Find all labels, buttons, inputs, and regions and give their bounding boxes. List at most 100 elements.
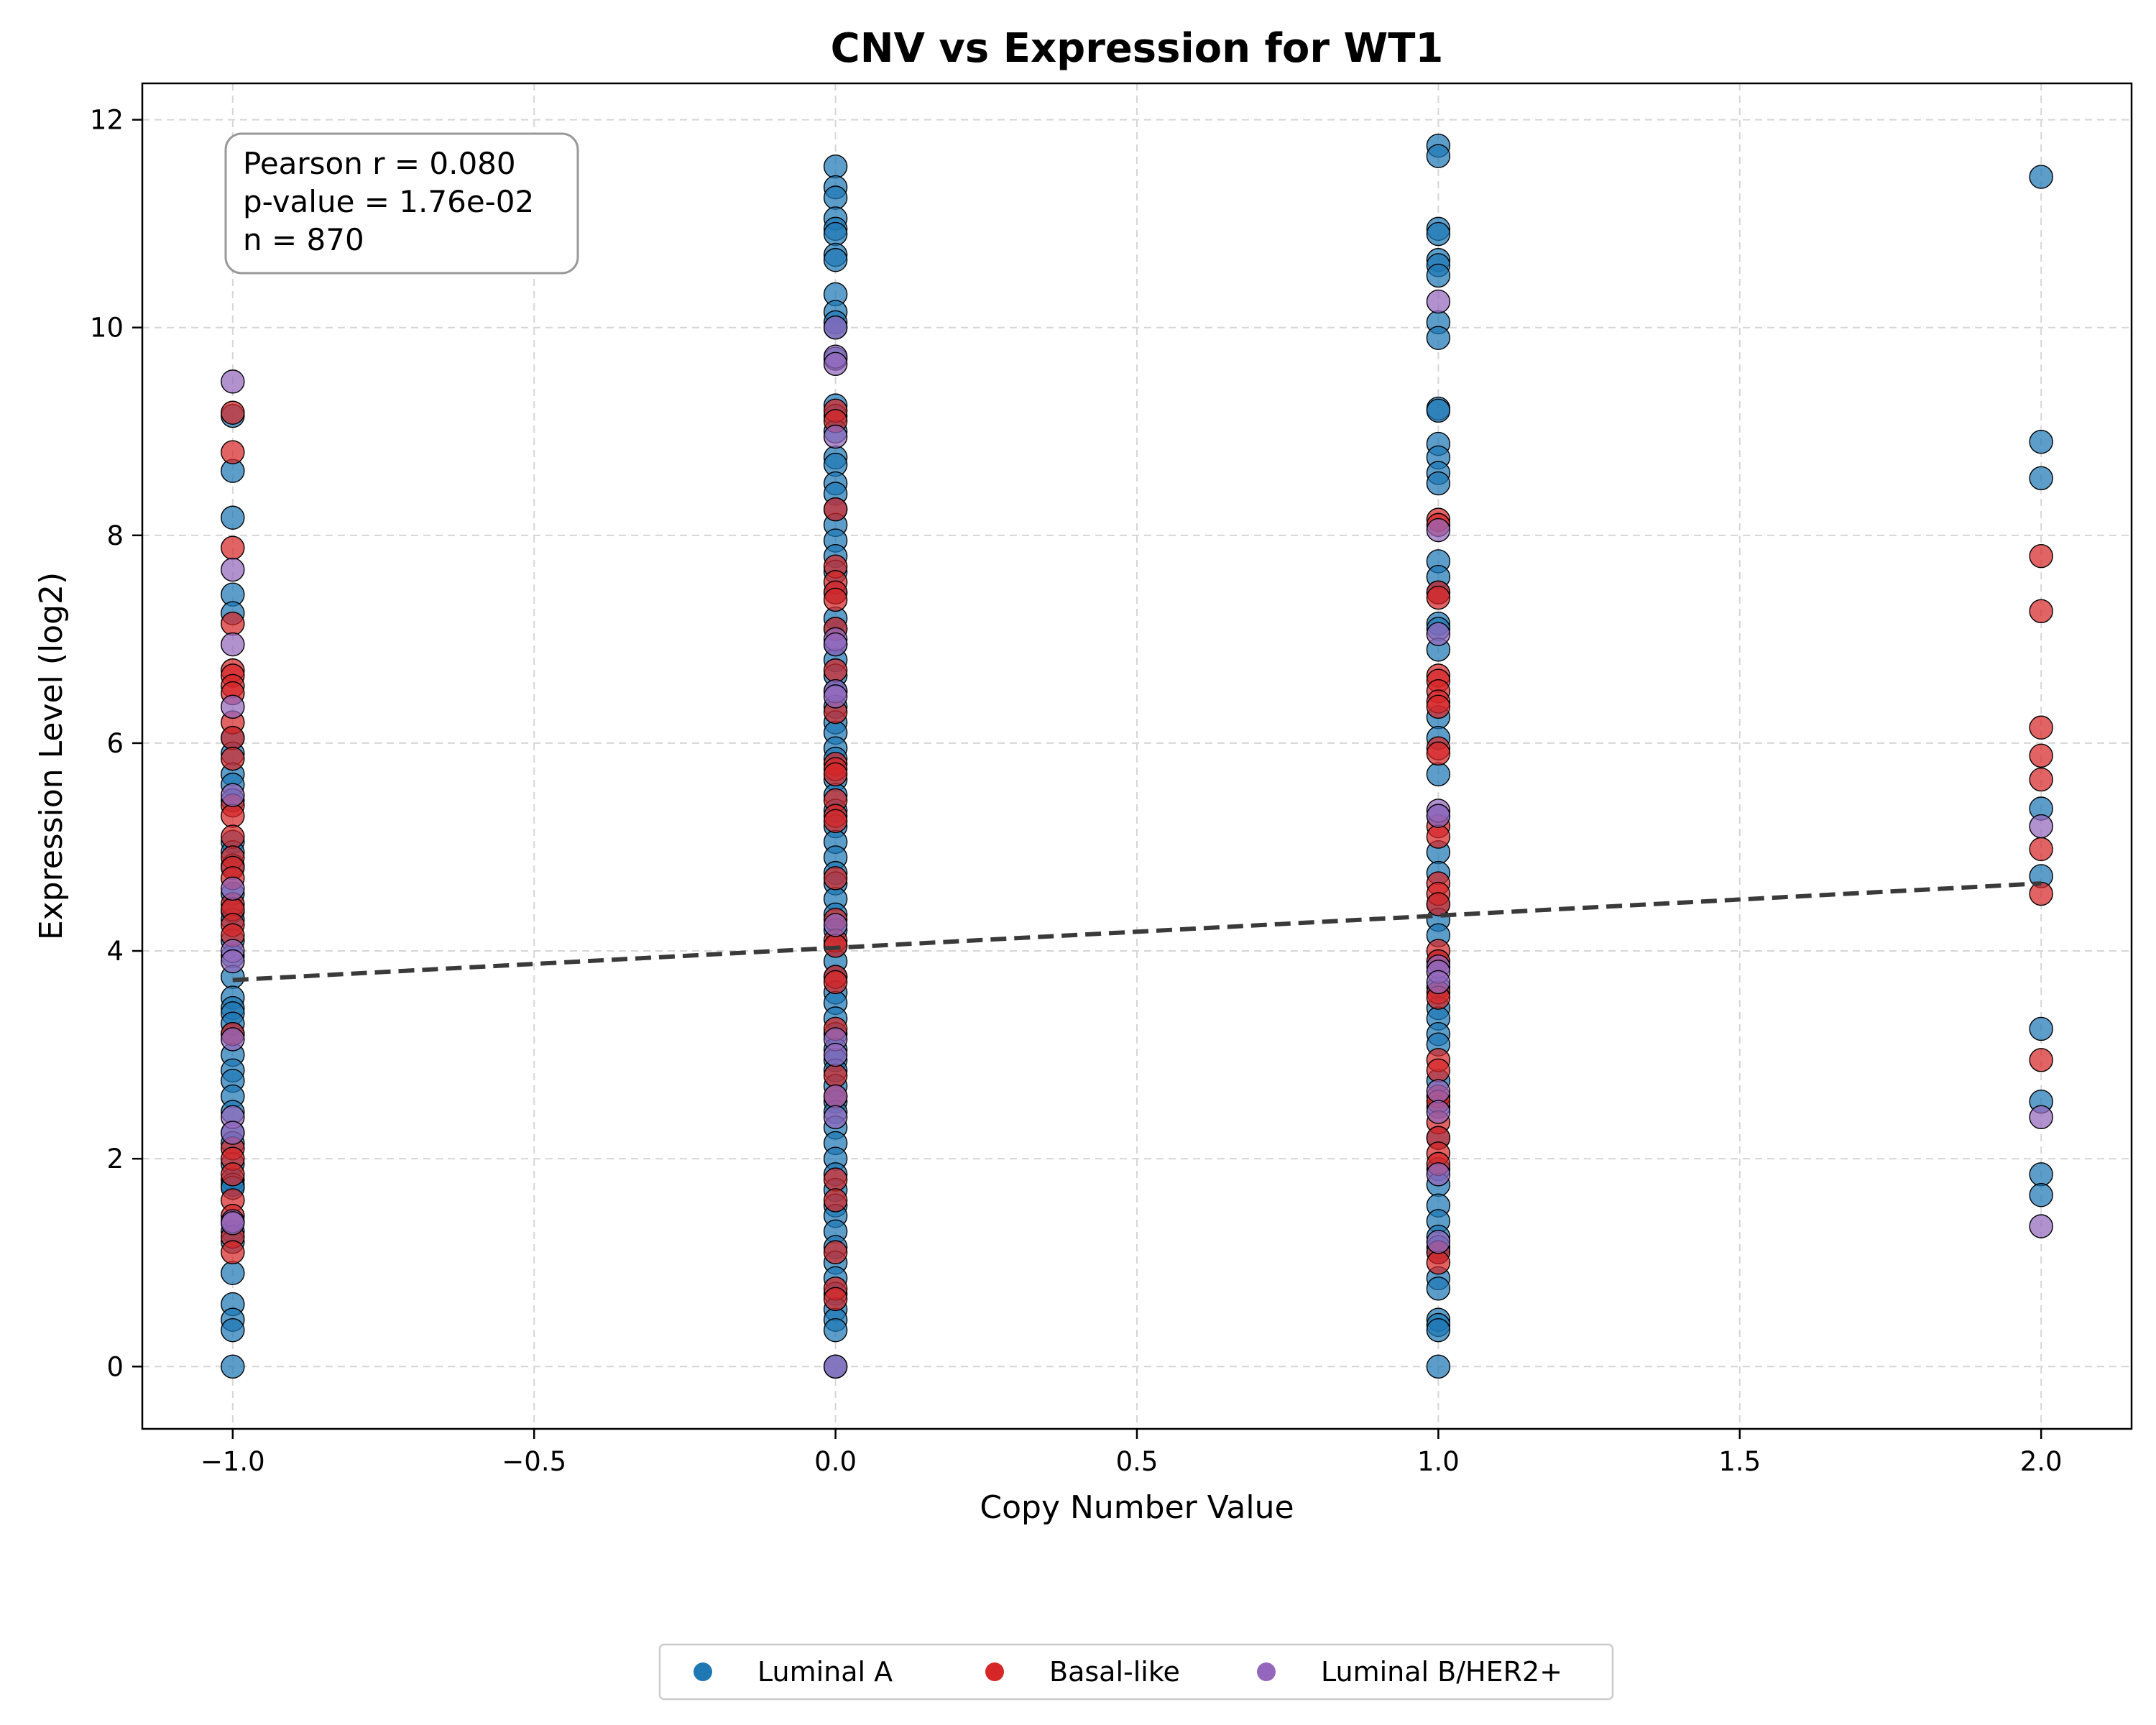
data-point	[221, 783, 245, 807]
legend-marker	[694, 1662, 712, 1681]
data-point	[221, 369, 245, 394]
data-point	[1426, 289, 1451, 314]
data-point	[2029, 1183, 2053, 1208]
data-point	[823, 1240, 848, 1264]
data-point	[1426, 144, 1451, 168]
y-tick-label: 8	[106, 520, 124, 551]
data-point	[221, 400, 245, 425]
stats-box	[224, 132, 579, 275]
y-axis-ticks: 0 2 4 6 8 10 12	[90, 105, 142, 1382]
data-point	[221, 694, 245, 719]
data-point	[221, 1317, 245, 1343]
data-point	[221, 746, 245, 771]
x-axis-ticks: −1.0 −0.5 0.0 0.5 1.0 1.5 2.0	[201, 1429, 2063, 1477]
data-point	[2029, 814, 2053, 839]
data-point	[221, 611, 245, 636]
data-point	[2029, 1214, 2053, 1238]
data-point	[221, 1121, 245, 1145]
data-point	[823, 1354, 848, 1379]
data-point	[1426, 1251, 1451, 1275]
data-point	[823, 497, 848, 522]
data-point	[823, 1167, 848, 1192]
data-point	[2029, 430, 2053, 454]
data-point	[2029, 767, 2053, 792]
data-point	[823, 762, 848, 786]
data-point	[1426, 221, 1451, 247]
data-point	[221, 824, 245, 849]
trend-line	[232, 881, 2042, 983]
data-point	[823, 1188, 848, 1213]
series-luminal_b_her2	[221, 289, 2053, 1379]
stats-n: n = 870	[243, 222, 364, 257]
data-point	[2029, 881, 2053, 906]
data-point	[823, 424, 848, 449]
x-tick-label: 0.5	[1116, 1446, 1158, 1477]
data-point	[823, 658, 848, 683]
data-point	[1426, 1100, 1451, 1124]
data-point	[221, 440, 245, 464]
legend-label: Luminal A	[757, 1656, 893, 1688]
data-point	[823, 913, 848, 937]
data-point	[221, 804, 245, 828]
data-points	[221, 134, 2053, 1379]
data-point	[2029, 715, 2053, 740]
x-axis-label: Copy Number Value	[980, 1489, 1294, 1526]
y-tick-label: 10	[90, 313, 124, 344]
data-point	[1426, 585, 1451, 610]
data-point	[1426, 1058, 1451, 1082]
data-point	[2029, 599, 2053, 624]
data-point	[221, 949, 245, 974]
data-point	[221, 557, 245, 582]
data-point	[1426, 1230, 1451, 1254]
data-point	[823, 221, 848, 247]
stats-p-value: p-value = 1.76e-02	[243, 184, 534, 219]
data-point	[823, 632, 848, 657]
legend-box	[658, 1643, 1614, 1701]
data-point	[1426, 263, 1451, 288]
data-point	[823, 351, 848, 377]
chart-title: CNV vs Expression for WT1	[831, 25, 1444, 72]
data-point	[2029, 837, 2053, 862]
stats-annotation: Pearson r = 0.080 p-value = 1.76e-02 n =…	[224, 132, 579, 275]
data-point	[2029, 1048, 2053, 1072]
legend-marker	[985, 1662, 1004, 1681]
legend-marker	[1257, 1662, 1276, 1681]
data-point	[1426, 1354, 1451, 1379]
y-tick-label: 12	[90, 105, 124, 136]
data-point	[1426, 892, 1451, 916]
data-point	[823, 1317, 848, 1343]
data-point	[823, 154, 848, 179]
data-point	[1426, 518, 1451, 543]
data-point	[1426, 762, 1451, 786]
data-point	[823, 970, 848, 995]
legend-label: Basal-like	[1049, 1656, 1180, 1688]
data-point	[221, 1162, 245, 1187]
y-tick-label: 0	[106, 1351, 124, 1382]
x-tick-label: 0.0	[814, 1446, 857, 1477]
data-point	[1426, 1317, 1451, 1343]
data-point	[1426, 1162, 1451, 1187]
x-tick-label: −0.5	[502, 1446, 566, 1477]
data-point	[1426, 326, 1451, 350]
data-point	[221, 876, 245, 901]
data-point	[1426, 1276, 1451, 1301]
data-point	[221, 1354, 245, 1379]
data-point	[823, 809, 848, 834]
data-point	[221, 535, 245, 560]
x-tick-label: 1.5	[1718, 1446, 1761, 1477]
data-point	[1426, 398, 1451, 423]
data-point	[1426, 694, 1451, 719]
x-tick-label: −1.0	[201, 1446, 265, 1477]
data-point	[221, 632, 245, 657]
data-point	[221, 1027, 245, 1052]
legend: Luminal A Basal-like Luminal B/HER2+	[658, 1643, 1614, 1701]
data-point	[1426, 1079, 1451, 1103]
data-point	[823, 1063, 848, 1088]
y-tick-label: 6	[106, 728, 124, 759]
data-point	[2029, 743, 2053, 768]
data-point	[823, 316, 848, 340]
data-point	[2029, 165, 2053, 189]
data-point	[1426, 824, 1451, 849]
data-point	[823, 248, 848, 272]
data-point	[1426, 804, 1451, 828]
